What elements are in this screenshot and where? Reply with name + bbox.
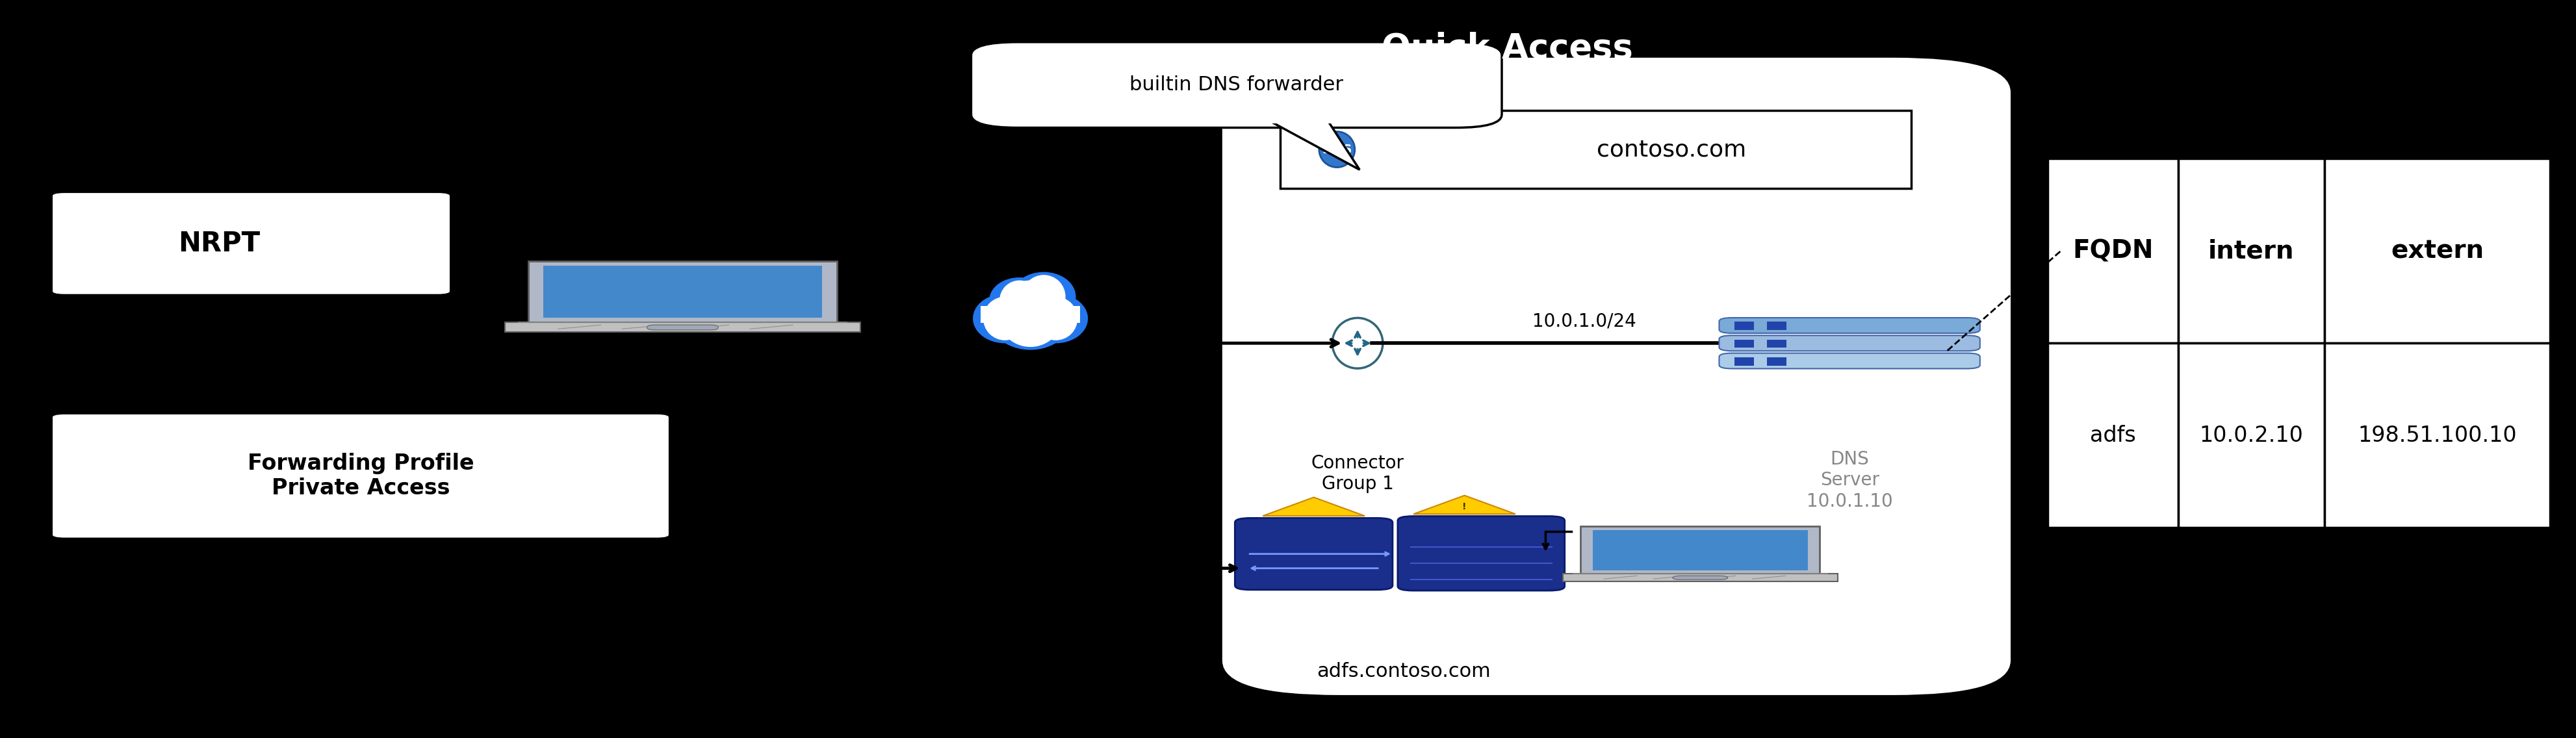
Ellipse shape bbox=[1023, 275, 1066, 319]
Ellipse shape bbox=[1012, 272, 1077, 322]
Text: !: ! bbox=[1463, 502, 1466, 511]
Ellipse shape bbox=[987, 277, 1074, 350]
Polygon shape bbox=[505, 322, 860, 332]
FancyBboxPatch shape bbox=[1767, 339, 1785, 348]
FancyBboxPatch shape bbox=[1718, 336, 1981, 351]
FancyBboxPatch shape bbox=[2324, 343, 2550, 528]
Text: 10.0.2.10: 10.0.2.10 bbox=[2200, 424, 2303, 446]
Text: FQDN: FQDN bbox=[2074, 238, 2154, 263]
FancyBboxPatch shape bbox=[52, 413, 670, 539]
Text: intern: intern bbox=[2208, 238, 2295, 263]
Text: Connector
Group 1: Connector Group 1 bbox=[1311, 454, 1404, 493]
Polygon shape bbox=[1564, 573, 1837, 582]
Text: extern: extern bbox=[2391, 238, 2483, 263]
Text: builtin DNS forwarder: builtin DNS forwarder bbox=[1131, 75, 1342, 94]
Ellipse shape bbox=[974, 294, 1038, 343]
Polygon shape bbox=[1414, 495, 1515, 514]
Text: contoso.com: contoso.com bbox=[1597, 139, 1747, 160]
Text: Quick Access: Quick Access bbox=[1381, 31, 1633, 65]
Ellipse shape bbox=[1033, 297, 1077, 340]
Polygon shape bbox=[544, 266, 822, 317]
Ellipse shape bbox=[989, 277, 1051, 323]
Text: DNS
Server
10.0.1.10: DNS Server 10.0.1.10 bbox=[1806, 450, 1893, 511]
Polygon shape bbox=[1592, 530, 1808, 570]
FancyBboxPatch shape bbox=[1734, 339, 1754, 348]
FancyBboxPatch shape bbox=[647, 325, 719, 330]
FancyBboxPatch shape bbox=[1718, 318, 1981, 334]
Text: 198.51.100.10: 198.51.100.10 bbox=[2357, 424, 2517, 446]
FancyBboxPatch shape bbox=[1672, 576, 1728, 579]
FancyBboxPatch shape bbox=[981, 306, 1079, 323]
Polygon shape bbox=[528, 261, 837, 322]
Ellipse shape bbox=[984, 297, 1028, 340]
FancyBboxPatch shape bbox=[1280, 111, 1911, 188]
FancyBboxPatch shape bbox=[1734, 357, 1754, 365]
Text: NRPT: NRPT bbox=[178, 230, 260, 257]
FancyBboxPatch shape bbox=[1718, 354, 1981, 369]
Ellipse shape bbox=[999, 280, 1041, 320]
Polygon shape bbox=[1582, 526, 1819, 573]
Ellipse shape bbox=[997, 280, 1064, 347]
FancyBboxPatch shape bbox=[1260, 114, 1332, 123]
FancyBboxPatch shape bbox=[1767, 357, 1785, 365]
Text: 10.0.1.0/24: 10.0.1.0/24 bbox=[1533, 312, 1636, 330]
FancyBboxPatch shape bbox=[2324, 159, 2550, 343]
FancyBboxPatch shape bbox=[1399, 516, 1564, 590]
FancyBboxPatch shape bbox=[1234, 518, 1394, 590]
FancyBboxPatch shape bbox=[2048, 159, 2179, 343]
FancyBboxPatch shape bbox=[52, 192, 451, 295]
FancyBboxPatch shape bbox=[2179, 343, 2324, 528]
Text: adfs: adfs bbox=[2089, 424, 2136, 446]
Polygon shape bbox=[1265, 118, 1360, 170]
Text: adfs.contoso.com: adfs.contoso.com bbox=[1316, 662, 1492, 681]
FancyBboxPatch shape bbox=[1767, 322, 1785, 330]
Text: Forwarding Profile
Private Access: Forwarding Profile Private Access bbox=[247, 453, 474, 499]
Polygon shape bbox=[1262, 497, 1365, 516]
FancyBboxPatch shape bbox=[1224, 59, 2009, 694]
Text: DNS: DNS bbox=[1321, 143, 1352, 156]
FancyBboxPatch shape bbox=[2179, 159, 2324, 343]
FancyBboxPatch shape bbox=[1734, 322, 1754, 330]
Ellipse shape bbox=[1319, 131, 1355, 168]
Ellipse shape bbox=[1023, 294, 1087, 343]
FancyBboxPatch shape bbox=[2048, 343, 2179, 528]
FancyBboxPatch shape bbox=[971, 42, 1502, 128]
